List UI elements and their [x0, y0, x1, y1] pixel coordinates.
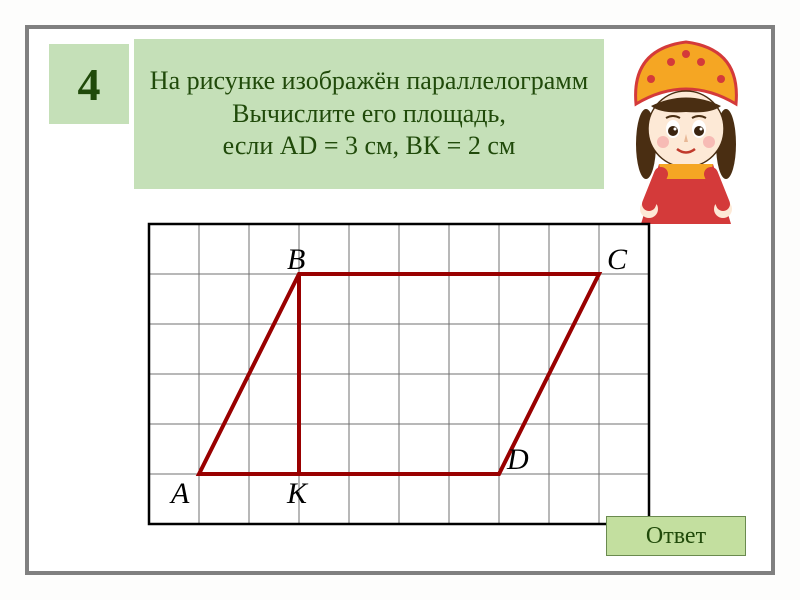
- answer-button[interactable]: Ответ: [606, 516, 746, 556]
- svg-text:A: A: [169, 477, 190, 510]
- mascot-character: [611, 34, 761, 224]
- problem-text: На рисунке изображён параллелограммВычис…: [150, 65, 588, 163]
- main-frame: 4 На рисунке изображён параллелограммВыч…: [25, 25, 775, 575]
- answer-button-label: Ответ: [646, 523, 706, 550]
- problem-number: 4: [78, 58, 101, 111]
- svg-text:C: C: [607, 243, 628, 276]
- problem-number-badge: 4: [49, 44, 129, 124]
- svg-text:K: K: [286, 477, 309, 510]
- geometry-diagram: B C A K D: [144, 219, 654, 534]
- svg-text:B: B: [287, 243, 305, 276]
- svg-text:D: D: [506, 443, 529, 476]
- problem-title-box: На рисунке изображён параллелограммВычис…: [134, 39, 604, 189]
